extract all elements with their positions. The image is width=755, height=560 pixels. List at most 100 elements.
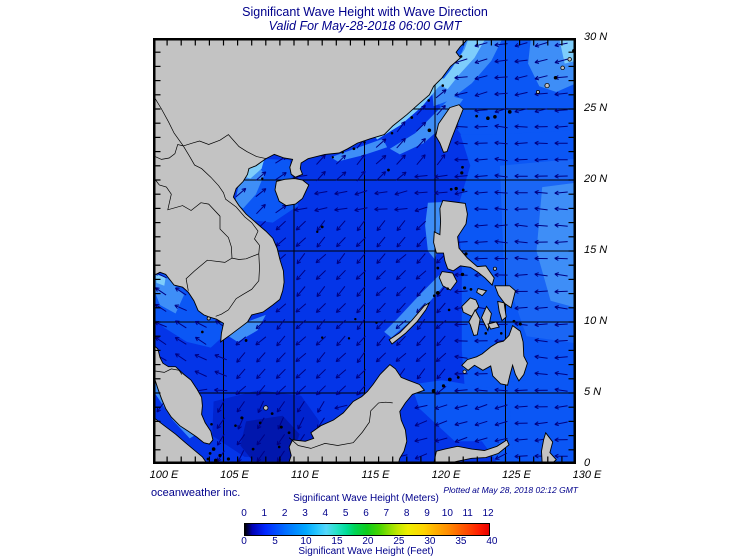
- wave-arrow: [454, 388, 468, 393]
- wave-arrow: [454, 371, 468, 377]
- wave-arrow: [514, 75, 528, 81]
- y-axis-label: 10 N: [584, 315, 608, 327]
- wave-arrow: [414, 404, 428, 410]
- wave-arrow: [297, 417, 305, 430]
- wave-arrow: [534, 58, 548, 64]
- wave-arrow: [154, 287, 167, 296]
- wave-arrow: [235, 336, 247, 346]
- wave-arrow: [554, 256, 568, 261]
- wave-arrow: [554, 239, 568, 245]
- x-axis-label: 130 E: [572, 469, 602, 481]
- wave-arrow: [376, 253, 386, 264]
- wave-arrow: [154, 336, 167, 346]
- island: [435, 290, 440, 295]
- x-axis-label: 120 E: [431, 469, 461, 481]
- wave-arrow: [236, 352, 246, 363]
- wave-arrow: [554, 42, 568, 48]
- wave-arrow: [294, 207, 308, 212]
- wave-arrow: [534, 272, 548, 277]
- wave-arrow: [514, 453, 528, 459]
- wave-arrow: [534, 190, 548, 195]
- island: [331, 156, 334, 159]
- wave-arrow: [534, 42, 548, 48]
- wave-arrow: [374, 190, 388, 196]
- wave-arrow: [474, 140, 488, 146]
- island: [461, 188, 465, 192]
- wave-arrow: [336, 285, 346, 298]
- island: [279, 425, 283, 429]
- island: [460, 171, 464, 175]
- wave-arrow: [435, 385, 447, 395]
- wave-arrow: [256, 384, 266, 396]
- wave-arrow: [316, 220, 326, 232]
- wave-arrow: [315, 336, 327, 346]
- wave-arrow: [375, 352, 387, 363]
- wave-arrow: [514, 91, 528, 97]
- island: [484, 332, 488, 335]
- wave-arrow: [554, 58, 568, 64]
- y-axis-label: 5 N: [584, 386, 602, 398]
- wave-arrow: [534, 173, 548, 179]
- island: [375, 321, 378, 324]
- wave-arrow: [494, 75, 508, 80]
- wave-arrow: [394, 206, 408, 212]
- wave-arrow: [494, 239, 508, 245]
- plotted-timestamp: Plotted at May 28, 2018 02:12 GMT: [443, 485, 578, 495]
- island: [218, 453, 222, 458]
- landmass-palawan: [388, 301, 431, 345]
- wave-arrow: [336, 220, 346, 231]
- wave-arrow: [354, 190, 368, 196]
- wave-arrow: [554, 355, 568, 360]
- wave-arrow: [296, 269, 306, 281]
- wave-arrow: [295, 237, 307, 247]
- wave-arrow: [214, 354, 227, 361]
- wave-arrow: [396, 154, 406, 165]
- colorbar-feet-tick: 20: [362, 536, 374, 547]
- wave-arrow: [534, 157, 548, 163]
- wave-arrow: [474, 91, 488, 97]
- wave-arrow: [554, 222, 568, 228]
- wave-arrow: [514, 239, 528, 245]
- wave-arrow: [335, 269, 346, 281]
- colorbar-feet-tick: 10: [300, 536, 312, 547]
- wave-arrow: [474, 256, 488, 261]
- island: [441, 384, 446, 388]
- wave-arrow: [434, 420, 448, 427]
- wave-direction-arrows: [154, 42, 568, 463]
- island: [512, 319, 516, 323]
- wave-arrow: [316, 170, 326, 182]
- wave-arrow: [376, 220, 386, 232]
- y-axis-label: 15 N: [584, 244, 608, 256]
- wave-arrow: [356, 385, 366, 396]
- wave-arrow: [295, 220, 306, 231]
- wave-arrow: [237, 417, 244, 430]
- island: [446, 287, 449, 290]
- wave-arrow: [315, 368, 326, 379]
- colorbar-feet-tick: 40: [486, 536, 498, 547]
- wave-arrow: [295, 303, 307, 313]
- wave-arrow: [354, 207, 368, 213]
- wave-arrow: [474, 190, 488, 196]
- wave-arrow: [216, 433, 225, 446]
- wave-arrow: [336, 253, 346, 265]
- wave-arrow: [454, 322, 468, 327]
- wave-arrow: [534, 222, 548, 228]
- wave-arrow: [494, 437, 508, 443]
- landmass-leyte: [497, 300, 507, 322]
- wave-arrow: [214, 370, 227, 377]
- wave-arrow: [554, 108, 568, 113]
- wave-arrow: [334, 404, 348, 410]
- wave-arrow: [315, 303, 326, 313]
- wave-arrow: [314, 190, 328, 196]
- island: [226, 457, 231, 461]
- landmass-luzon: [433, 200, 495, 286]
- wave-arrow: [295, 352, 307, 363]
- wave-arrow: [174, 320, 187, 329]
- island: [244, 339, 248, 342]
- wave-arrow: [534, 371, 548, 376]
- wave-arrow: [395, 352, 407, 362]
- wave-arrow: [275, 385, 287, 396]
- y-axis-label: 25 N: [584, 102, 608, 114]
- wave-arrow: [256, 368, 266, 380]
- wave-arrow: [514, 222, 528, 228]
